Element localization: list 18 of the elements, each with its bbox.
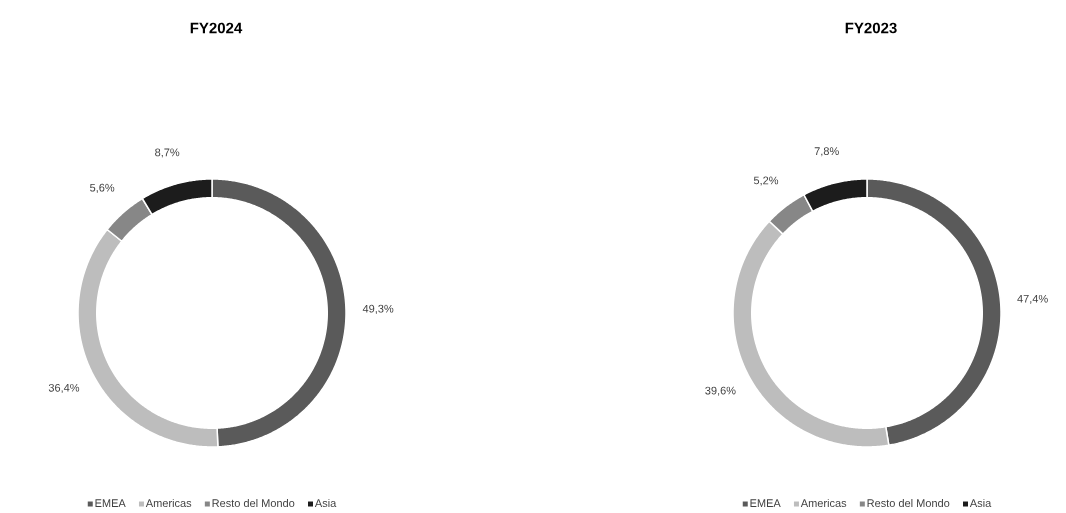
data-label: 49,3%: [362, 304, 394, 314]
legend-label: Asia: [314, 498, 337, 508]
chart-title: FY2023: [845, 22, 897, 34]
data-label: 5,6%: [90, 183, 115, 193]
legend-label: Resto del Mondo: [867, 498, 950, 508]
data-label: 36,4%: [48, 383, 80, 393]
data-label: 47,4%: [1017, 294, 1048, 304]
legend-label: Americas: [800, 498, 847, 508]
legend-label: EMEA: [750, 499, 781, 507]
data-label: 39,6%: [705, 386, 736, 396]
data-label: 5,2%: [753, 176, 779, 186]
data-label: 7,8%: [814, 147, 839, 157]
legend-label: EMEA: [95, 499, 126, 507]
legend-label: Resto del Mondo: [212, 498, 295, 508]
legend-label: Americas: [145, 498, 192, 508]
data-label: 8,7%: [155, 148, 180, 158]
chart-title: FY2024: [190, 22, 243, 34]
legend-label: Asia: [969, 498, 992, 508]
